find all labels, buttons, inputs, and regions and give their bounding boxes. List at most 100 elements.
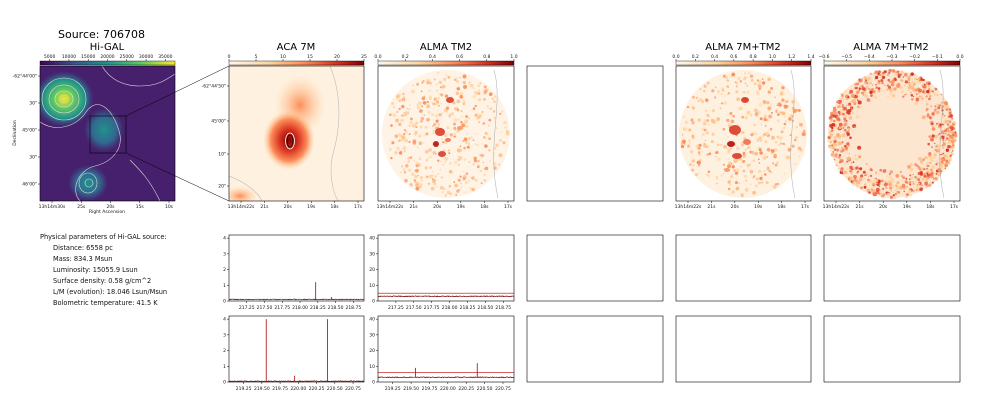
emission-speckle [869,174,873,178]
emission-speckle [460,121,463,124]
emission-speckle [448,152,451,155]
spectrum-line [377,376,515,379]
emission-speckle [949,114,953,118]
emission-speckle [735,179,738,181]
emission-speckle [765,181,769,185]
emission-speckle [423,114,425,117]
emission-speckle [787,147,792,152]
emission-speckle [947,124,950,126]
emission-speckle [923,85,925,87]
emission-speckle [842,112,845,116]
emission-speckle [420,90,423,93]
emission-speckle [479,169,483,173]
emission-speckle [847,127,851,131]
emission-speckle [417,174,419,176]
emission-speckle [947,130,951,133]
emission-speckle [726,118,730,123]
emission-speckle [943,105,948,110]
emission-speckle [449,192,453,196]
emission-speckle [391,102,395,105]
emission-speckle [735,82,739,85]
emission-speckle [781,86,785,90]
emission-speckle [926,165,929,168]
emission-speckle [843,128,847,132]
emission-speckle [747,71,751,75]
emission-speckle [877,72,880,75]
emission-speckle [771,111,773,114]
emission-clump [433,141,439,147]
emission-speckle [727,187,731,191]
emission-speckle [706,153,710,156]
emission-speckle [723,95,726,97]
emission-speckle [912,181,915,183]
colorbar-tick-label: 1.0 [769,54,776,60]
emission-speckle [432,132,434,135]
emission-speckle [470,136,473,139]
emission-speckle [482,122,486,125]
emission-speckle [948,151,951,154]
param-bolometric-temperature: Bolometric temperature: 41.5 K [53,299,158,307]
spectrum-x-tick-label: 218.75 [495,305,511,311]
emission-speckle [394,151,398,155]
emission-speckle [696,165,698,167]
alma7mtm2-colorbar-ticks: 0.0 0.2 0.4 0.6 0.8 1.0 1.2 1.4 [672,54,815,61]
emission-clump [445,138,451,142]
emission-speckle [902,95,905,98]
emission-speckle [843,114,848,118]
emission-speckle [848,116,853,120]
emission-speckle [398,139,401,143]
emission-speckle [846,167,850,171]
ra-tick-label: 13h14m22s [823,204,850,210]
spectrum-x-tick-label: 217.50 [406,305,422,311]
emission-speckle [744,72,746,75]
emission-speckle [940,145,943,148]
emission-speckle [455,193,458,196]
colorbar-tick-label: 1.4 [807,54,814,60]
emission-speckle [934,142,936,145]
emission-speckle [706,119,709,122]
dec-tick-label: 30" [29,155,37,161]
emission-speckle [703,118,707,123]
emission-speckle [408,124,411,127]
emission-speckle [877,87,881,90]
emission-speckle [696,160,701,165]
emission-speckle [839,161,841,164]
emission-speckle [463,137,468,142]
emission-speckle [714,96,717,99]
emission-speckle [896,185,898,187]
emission-speckle [462,99,465,101]
emission-speckle [699,88,702,91]
emission-speckle [775,161,780,165]
emission-speckle [838,105,841,108]
emission-speckle [738,106,742,111]
emission-speckle [764,125,767,127]
emission-speckle [852,112,854,114]
emission-speckle [781,111,786,116]
emission-speckle [477,98,482,102]
emission-speckle [426,118,430,122]
emission-speckle [479,82,482,85]
emission-speckle [495,127,498,130]
emission-speckle [932,160,934,162]
emission-speckle [891,180,895,184]
emission-speckle [936,144,940,147]
emission-speckle [918,88,923,93]
emission-speckle [910,176,914,180]
emission-speckle [886,192,891,197]
emission-speckle [493,100,496,103]
emission-speckle [875,83,877,86]
emission-speckle [404,178,408,183]
emission-speckle [885,186,888,189]
emission-speckle [419,185,422,189]
emission-speckle [845,111,849,114]
emission-speckle [832,151,834,153]
emission-speckle [906,186,908,188]
emission-speckle [472,95,477,99]
emission-speckle [734,158,738,162]
emission-speckle [432,129,436,133]
emission-speckle [798,155,801,158]
emission-speckle [930,122,934,126]
emission-speckle [865,184,867,186]
emission-speckle [421,96,426,101]
emission-speckle [442,84,446,89]
